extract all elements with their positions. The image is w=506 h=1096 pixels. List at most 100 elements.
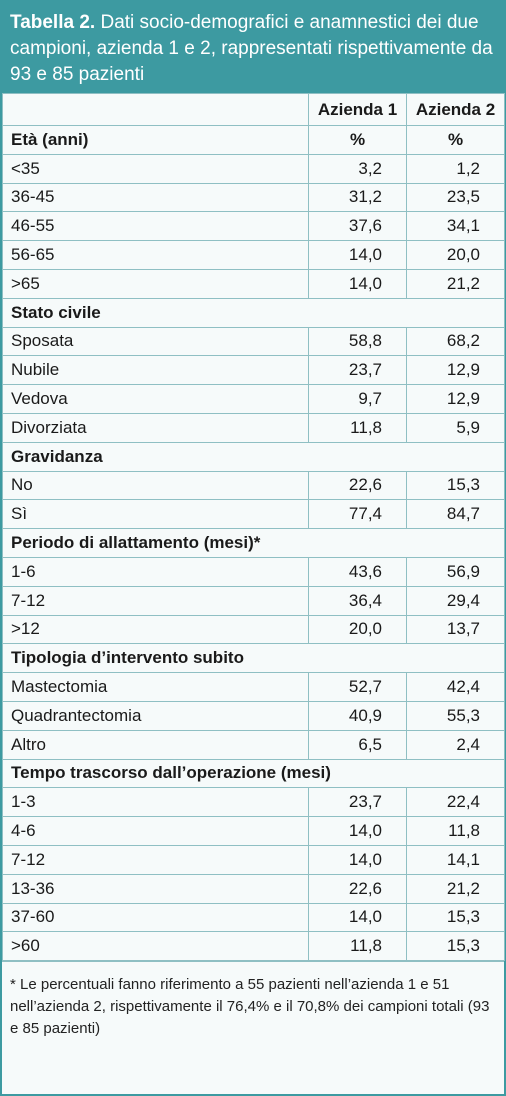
row-label: Divorziata: [2, 412, 309, 443]
value-cell: 3,2: [308, 153, 407, 184]
value-cell: 55,3: [406, 700, 505, 731]
value-cell: 9,7: [308, 384, 407, 414]
value-cell: 22,6: [308, 873, 407, 904]
row-label: 46-55: [2, 211, 309, 242]
data-row: Mastectomia 52,7 42,4: [2, 672, 505, 702]
table: Azienda 1 Azienda 2 Età (anni)%% <35 3,2 1,2 3…: [2, 93, 505, 962]
row-label: 7-12: [2, 844, 309, 875]
header-cell: [2, 93, 309, 126]
value-cell: 14,0: [308, 816, 407, 846]
data-row: 7-12 14,0 14,1: [2, 844, 505, 875]
section-row: Stato civile: [2, 297, 505, 328]
data-row: Nubile 23,7 12,9: [2, 355, 505, 386]
section-title: Stato civile: [2, 297, 505, 328]
value-cell: 12,9: [406, 384, 505, 414]
value-cell: 40,9: [308, 700, 407, 731]
header-cell: Azienda 2: [406, 93, 505, 126]
value-cell: 22,6: [308, 470, 407, 501]
data-row: 1-6 43,6 56,9: [2, 556, 505, 587]
data-row: Altro 6,5 2,4: [2, 729, 505, 760]
data-row: Sì 77,4 84,7: [2, 499, 505, 530]
value-cell: 36,4: [308, 585, 407, 616]
data-row: 13-36 22,6 21,2: [2, 873, 505, 904]
row-label: Nubile: [2, 355, 309, 386]
value-cell: 29,4: [406, 585, 505, 616]
value-cell: 21,2: [406, 873, 505, 904]
section-title: Tempo trascorso dall’operazione (mesi): [2, 758, 505, 789]
value-cell: 11,8: [406, 816, 505, 846]
value-cell: 14,0: [308, 240, 407, 270]
value-cell: 21,2: [406, 268, 505, 299]
row-label: Vedova: [2, 384, 309, 414]
value-cell: 5,9: [406, 412, 505, 443]
section-row: Gravidanza: [2, 441, 505, 472]
data-row: 56-65 14,0 20,0: [2, 240, 505, 270]
value-cell: 14,0: [308, 902, 407, 933]
data-row: <35 3,2 1,2: [2, 153, 505, 184]
value-cell: 52,7: [308, 672, 407, 702]
row-label: 56-65: [2, 240, 309, 270]
value-cell: 12,9: [406, 355, 505, 386]
row-label: Sposata: [2, 326, 309, 357]
value-cell: 13,7: [406, 614, 505, 645]
section-title: Gravidanza: [2, 441, 505, 472]
section-title: Età (anni): [2, 125, 309, 155]
data-row: Sposata 58,8 68,2: [2, 326, 505, 357]
section-row: Periodo di allattamento (mesi)*: [2, 528, 505, 558]
row-label: Mastectomia: [2, 672, 309, 702]
value-cell: 34,1: [406, 211, 505, 242]
value-cell: 31,2: [308, 182, 407, 213]
header-cell: Azienda 1: [308, 93, 407, 126]
data-row: Divorziata 11,8 5,9: [2, 412, 505, 443]
header-row: Azienda 1 Azienda 2: [2, 93, 505, 126]
row-label: 1-6: [2, 556, 309, 587]
value-cell: 68,2: [406, 326, 505, 357]
value-cell: 1,2: [406, 153, 505, 184]
row-label: 4-6: [2, 816, 309, 846]
value-cell: 56,9: [406, 556, 505, 587]
unit-cell: %: [406, 125, 505, 155]
value-cell: 58,8: [308, 326, 407, 357]
data-row: 1-3 23,7 22,4: [2, 787, 505, 818]
data-row: >65 14,0 21,2: [2, 268, 505, 299]
value-cell: 6,5: [308, 729, 407, 760]
title-label: Tabella 2.: [10, 12, 96, 33]
row-label: >12: [2, 614, 309, 645]
row-label: 13-36: [2, 873, 309, 904]
value-cell: 84,7: [406, 499, 505, 530]
section-title: Periodo di allattamento (mesi)*: [2, 528, 505, 558]
row-label: No: [2, 470, 309, 501]
data-row: Quadrantectomia 40,9 55,3: [2, 700, 505, 731]
row-label: >65: [2, 268, 309, 299]
data-row: No 22,6 15,3: [2, 470, 505, 501]
value-cell: 37,6: [308, 211, 407, 242]
data-row: 4-6 14,0 11,8: [2, 816, 505, 846]
section-title: Tipologia d’intervento subito: [2, 643, 505, 674]
unit-cell: %: [308, 125, 407, 155]
footnote: * Le percentuali fanno riferimento a 55 …: [2, 961, 504, 1040]
row-label: >60: [2, 931, 309, 962]
row-label: Quadrantectomia: [2, 700, 309, 731]
value-cell: 14,0: [308, 844, 407, 875]
row-label: 1-3: [2, 787, 309, 818]
row-label: 36-45: [2, 182, 309, 213]
row-label: 37-60: [2, 902, 309, 933]
data-row: >60 11,8 15,3: [2, 931, 505, 962]
value-cell: 22,4: [406, 787, 505, 818]
data-row: >12 20,0 13,7: [2, 614, 505, 645]
title-text: Dati socio-demografici e anamnestici dei…: [10, 12, 493, 85]
row-label: <35: [2, 153, 309, 184]
value-cell: 2,4: [406, 729, 505, 760]
value-cell: 23,7: [308, 787, 407, 818]
data-row: 36-45 31,2 23,5: [2, 182, 505, 213]
data-row: Vedova 9,7 12,9: [2, 384, 505, 414]
value-cell: 11,8: [308, 412, 407, 443]
data-row: 7-12 36,4 29,4: [2, 585, 505, 616]
value-cell: 20,0: [308, 614, 407, 645]
value-cell: 42,4: [406, 672, 505, 702]
data-row: 37-60 14,0 15,3: [2, 902, 505, 933]
row-label: 7-12: [2, 585, 309, 616]
data-row: 46-55 37,6 34,1: [2, 211, 505, 242]
value-cell: 14,1: [406, 844, 505, 875]
